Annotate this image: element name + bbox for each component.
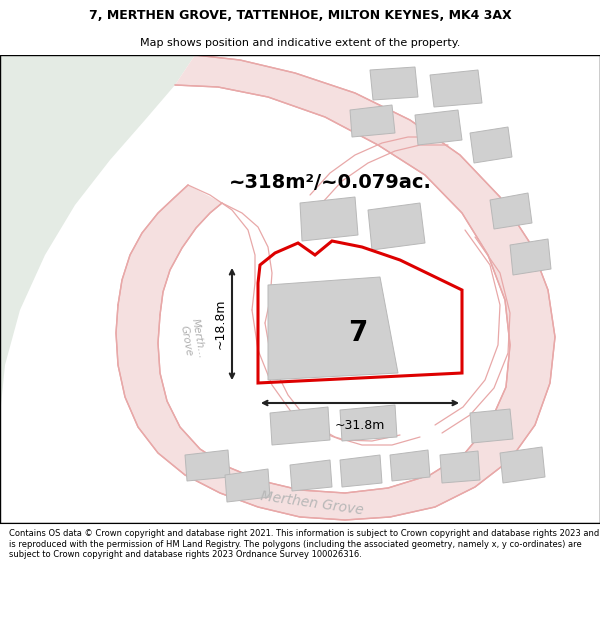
Text: Merthen Grove: Merthen Grove [260,489,364,517]
Polygon shape [500,447,545,483]
Polygon shape [350,105,395,137]
Polygon shape [368,203,425,250]
Text: Merth…
Grove: Merth… Grove [178,318,206,362]
Text: ~18.8m: ~18.8m [214,299,227,349]
Polygon shape [268,277,398,380]
Polygon shape [340,405,397,441]
Polygon shape [370,67,418,100]
Polygon shape [510,239,551,275]
Polygon shape [290,460,332,491]
Polygon shape [270,407,330,445]
Polygon shape [415,110,462,145]
Text: Contains OS data © Crown copyright and database right 2021. This information is : Contains OS data © Crown copyright and d… [9,529,599,559]
Polygon shape [440,451,480,483]
Text: 7: 7 [349,319,368,347]
Polygon shape [340,455,382,487]
Polygon shape [490,193,532,229]
Polygon shape [225,469,270,502]
Polygon shape [116,55,555,520]
Polygon shape [0,55,195,415]
Text: 7, MERTHEN GROVE, TATTENHOE, MILTON KEYNES, MK4 3AX: 7, MERTHEN GROVE, TATTENHOE, MILTON KEYN… [89,9,511,22]
Polygon shape [430,70,482,107]
Polygon shape [470,127,512,163]
Text: Map shows position and indicative extent of the property.: Map shows position and indicative extent… [140,38,460,48]
Polygon shape [300,197,358,241]
Polygon shape [470,409,513,443]
Text: ~31.8m: ~31.8m [335,419,385,432]
Text: ~318m²/~0.079ac.: ~318m²/~0.079ac. [229,174,431,192]
Polygon shape [185,450,230,481]
Polygon shape [390,450,430,481]
